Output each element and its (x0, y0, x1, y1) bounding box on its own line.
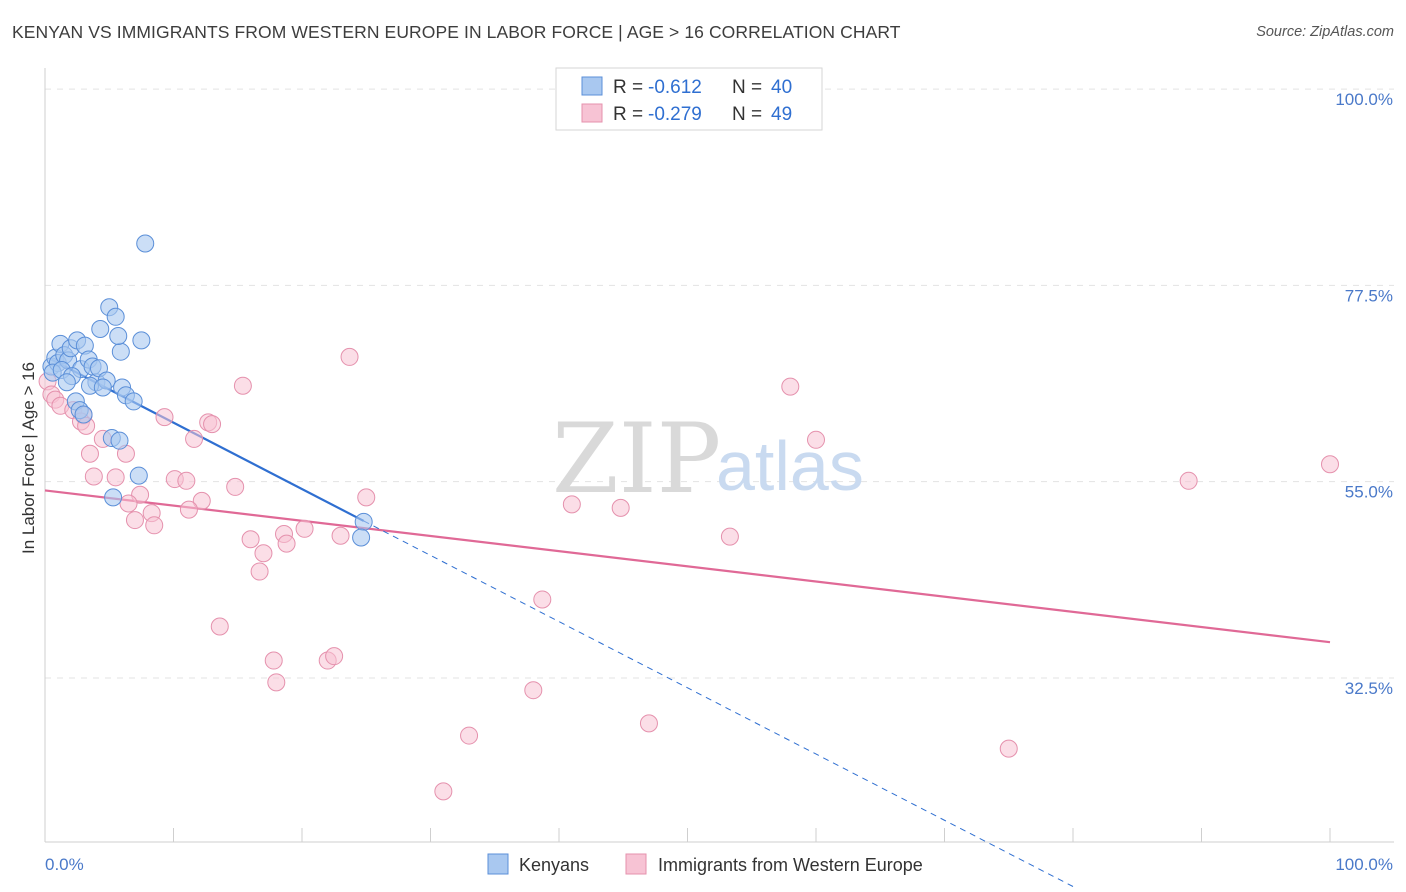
data-point-immigrants (720, 527, 739, 546)
data-point-immigrants (145, 516, 164, 535)
watermark-zip: ZIP (552, 403, 721, 515)
data-point-immigrants (210, 617, 229, 636)
bottom-legend-swatch-immigrants (625, 853, 647, 875)
data-point-kenyans (129, 466, 148, 485)
data-point-kenyans (57, 373, 76, 392)
data-point-immigrants (331, 526, 350, 545)
series-legend: Kenyans Immigrants from Western Europe (487, 853, 923, 875)
y-tick-label: 32.5% (1345, 679, 1393, 698)
legend-r-value-kenyans: -0.612 (648, 77, 702, 98)
bottom-legend-label-kenyans: Kenyans (519, 855, 589, 875)
legend-n-value-immigrants: 49 (771, 104, 792, 125)
data-point-immigrants (781, 377, 800, 396)
legend-swatch-immigrants (581, 103, 603, 123)
legend-r-value-immigrants: -0.279 (648, 104, 702, 125)
legend-r-label-kenyans: R = (613, 77, 643, 98)
series-immigrants-points (38, 347, 1339, 801)
data-point-immigrants (241, 530, 260, 549)
data-point-kenyans (74, 405, 93, 424)
data-point-kenyans (104, 488, 123, 507)
data-point-kenyans (106, 307, 125, 326)
legend-swatch-kenyans (581, 76, 603, 96)
data-point-immigrants (611, 498, 630, 517)
data-point-immigrants (80, 444, 99, 463)
data-point-immigrants (434, 782, 453, 801)
data-point-immigrants (192, 491, 211, 510)
data-point-immigrants (84, 467, 103, 486)
data-point-immigrants (562, 495, 581, 514)
data-point-kenyans (354, 512, 373, 531)
data-point-immigrants (277, 534, 296, 553)
y-tick-label: 55.0% (1345, 483, 1393, 502)
data-point-immigrants (119, 494, 138, 513)
data-point-kenyans (93, 378, 112, 397)
data-point-kenyans (111, 342, 130, 361)
y-axis-label: In Labor Force | Age > 16 (19, 362, 38, 554)
data-point-immigrants (325, 647, 344, 666)
data-point-immigrants (1179, 471, 1198, 490)
data-point-immigrants (233, 376, 252, 395)
source-label: Source: ZipAtlas.com (1256, 24, 1394, 40)
data-point-immigrants (533, 590, 552, 609)
data-point-immigrants (460, 726, 479, 745)
data-point-immigrants (125, 511, 144, 530)
bottom-legend-swatch-kenyans (487, 853, 509, 875)
x-tick-label-min: 0.0% (45, 855, 84, 874)
data-point-immigrants (203, 415, 222, 434)
data-point-immigrants (295, 519, 314, 538)
axes (44, 68, 1394, 843)
data-point-immigrants (177, 471, 196, 490)
data-point-immigrants (267, 673, 286, 692)
data-point-immigrants (357, 488, 376, 507)
data-point-immigrants (340, 347, 359, 366)
data-point-immigrants (999, 739, 1018, 758)
bottom-legend-label-immigrants: Immigrants from Western Europe (658, 855, 923, 875)
trend-line-kenyans-extrapolated (363, 520, 1074, 887)
legend-r-label-immigrants: R = (613, 104, 643, 125)
correlation-legend: R = -0.612 N = 40 R = -0.279 N = 49 (555, 67, 823, 131)
data-point-immigrants (254, 544, 273, 563)
data-point-immigrants (226, 477, 245, 496)
data-point-immigrants (185, 429, 204, 448)
data-point-immigrants (639, 714, 658, 733)
data-point-immigrants (106, 468, 125, 487)
data-point-kenyans (352, 528, 371, 547)
legend-n-value-kenyans: 40 (771, 77, 792, 98)
series-kenyans-points (42, 234, 373, 547)
trend-line-immigrants (44, 489, 1331, 644)
y-tick-label: 77.5% (1345, 286, 1393, 305)
data-point-kenyans (91, 320, 110, 339)
y-tick-label: 100.0% (1335, 90, 1393, 109)
chart-title: KENYAN VS IMMIGRANTS FROM WESTERN EUROPE… (12, 22, 901, 42)
data-point-immigrants (179, 500, 198, 519)
y-tick-labels: 32.5% 55.0% 77.5% 100.0% (1335, 90, 1393, 698)
data-point-immigrants (250, 562, 269, 581)
data-point-immigrants (807, 430, 825, 449)
data-point-kenyans (132, 331, 151, 350)
data-point-kenyans (110, 431, 129, 450)
x-tick-labels: 0.0% 100.0% (45, 855, 1393, 874)
legend-n-label-kenyans: N = (732, 77, 762, 98)
x-tick-label-max: 100.0% (1335, 855, 1393, 874)
data-point-immigrants (155, 408, 174, 427)
data-point-kenyans (124, 392, 143, 411)
data-point-immigrants (524, 681, 543, 700)
watermark-atlas: atlas (716, 427, 864, 505)
legend-n-label-immigrants: N = (732, 104, 762, 125)
data-point-immigrants (1321, 455, 1339, 474)
data-point-immigrants (264, 651, 283, 670)
data-point-kenyans (109, 326, 128, 345)
data-point-kenyans (136, 234, 155, 253)
